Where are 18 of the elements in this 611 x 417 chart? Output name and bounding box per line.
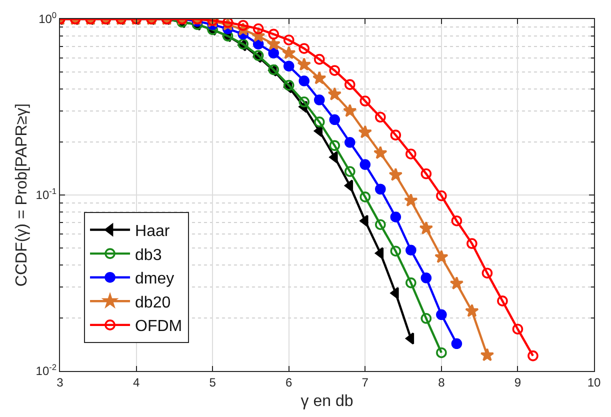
legend-label: dmey	[135, 270, 174, 288]
y-tick-label: 10$^{0}$	[38, 10, 57, 26]
legend-label: OFDM	[135, 318, 182, 336]
y-tick-label: 10$^{-1}$	[36, 186, 57, 202]
legend-label: db3	[135, 246, 162, 264]
legend-label: db20	[135, 294, 171, 312]
y-axis-title: CCDF(γ) = Prob[PAPR≥γ]	[14, 103, 31, 287]
x-tick-label: 10	[587, 375, 601, 390]
x-tick-label: 5	[209, 375, 216, 390]
x-axis-title: γ en db	[300, 393, 354, 410]
x-tick-label: 7	[362, 375, 369, 390]
legend-label: Haar	[135, 222, 170, 240]
x-tick-label: 8	[438, 375, 446, 390]
x-tick-label: 3	[56, 375, 64, 390]
x-tick-label: 4	[132, 375, 140, 390]
x-tick-label: 6	[286, 375, 293, 390]
y-tick-label: 10$^{-2}$	[36, 362, 57, 378]
x-tick-label: 9	[514, 375, 522, 390]
